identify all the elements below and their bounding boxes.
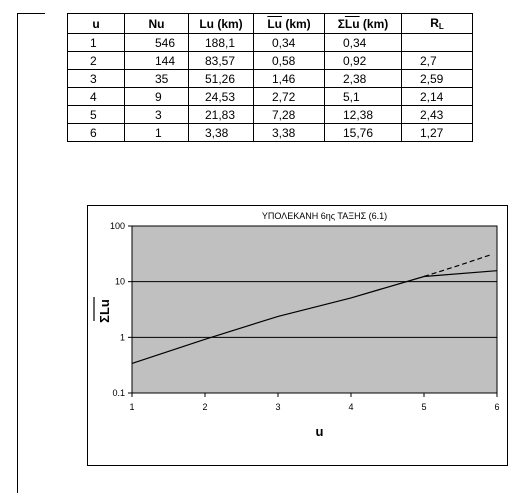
- chart-frame: 0.1 1 10 100 1 2 3 4 5 6 ΥΠΟΛΕΚΑΝΗ 6ης ΤΑΞΗΣ (6.1)…: [87, 205, 508, 466]
- header-sum-lu: ΣLu (km): [324, 13, 402, 34]
- table-cell: 15,76: [324, 123, 402, 142]
- table-cell: 2,7: [401, 51, 473, 70]
- table-cell: 24,53: [188, 87, 254, 106]
- x-tick-label: 6: [494, 402, 499, 412]
- table-cell: 4: [67, 87, 125, 106]
- sum-lu-symbol: Lu: [344, 16, 360, 31]
- table-cell: 0,34: [324, 33, 402, 52]
- table-cell: 144: [124, 51, 189, 70]
- table-cell: 2,43: [401, 105, 473, 124]
- header-lu: Lu (km): [188, 13, 254, 34]
- table-row: 4 9 24,53 2,72 5,1 2,14: [67, 87, 473, 106]
- table-cell: 546: [124, 33, 189, 52]
- plot-area: [131, 225, 498, 394]
- table-cell: 188,1: [188, 33, 254, 52]
- table-header-row: u Nu Lu (km) Lu (km) ΣLu (km) RL: [67, 13, 473, 34]
- x-tick-label: 5: [421, 402, 426, 412]
- header-nu: Nu: [124, 13, 189, 34]
- table-row: 2 144 83,57 0,58 0,92 2,7: [67, 51, 473, 70]
- series-line: [131, 270, 498, 364]
- table-cell: 5,1: [324, 87, 402, 106]
- header-rl: RL: [401, 13, 473, 34]
- table-cell: 2,38: [324, 69, 402, 88]
- table-cell: 1: [67, 33, 125, 52]
- table-cell: 21,83: [188, 105, 254, 124]
- x-axis-label: u: [316, 424, 324, 439]
- y-axis-label: ΣLu: [97, 299, 112, 323]
- table-cell: 6: [67, 123, 125, 142]
- table-cell: 3,38: [253, 123, 325, 142]
- header-mean-lu: Lu (km): [253, 13, 325, 34]
- table-cell: 12,38: [324, 105, 402, 124]
- table-cell: 1,46: [253, 69, 325, 88]
- y-tick-label: 1: [120, 332, 125, 342]
- table-cell: 1,27: [401, 123, 473, 142]
- table-cell: 2,14: [401, 87, 473, 106]
- table-row: 1 546 188,1 0,34 0,34: [67, 33, 473, 52]
- x-tick-label: 1: [129, 402, 134, 412]
- data-table: u Nu Lu (km) Lu (km) ΣLu (km) RL 1 546 1…: [67, 13, 473, 142]
- table-cell: 2,72: [253, 87, 325, 106]
- table-cell: 3: [124, 105, 189, 124]
- table-cell: 2: [67, 51, 125, 70]
- chart-title: ΥΠΟΛΕΚΑΝΗ 6ης ΤΑΞΗΣ (6.1): [262, 211, 387, 221]
- table-cell: 0,58: [253, 51, 325, 70]
- table-cell: [401, 33, 473, 52]
- table-row: 3 35 51,26 1,46 2,38 2,59: [67, 69, 473, 88]
- table-row: 5 3 21,83 7,28 12,38 2,43: [67, 105, 473, 124]
- table-cell: 83,57: [188, 51, 254, 70]
- table-cell: 7,28: [253, 105, 325, 124]
- y-tick-label: 100: [110, 221, 125, 231]
- chart: 0.1 1 10 100 1 2 3 4 5 6 ΥΠΟΛΕΚΑΝΗ 6ης ΤΑΞΗΣ (6.1)…: [93, 211, 500, 439]
- rl-subscript: L: [438, 22, 444, 31]
- mean-lu-symbol: Lu: [267, 16, 282, 31]
- left-border: [17, 13, 18, 493]
- x-tick-label: 2: [202, 402, 207, 412]
- table-row: 6 1 3,38 3,38 15,76 1,27: [67, 123, 473, 142]
- table-cell: 35: [124, 69, 189, 88]
- series-line-dashed: [423, 254, 490, 278]
- table-cell: 0,92: [324, 51, 402, 70]
- table-cell: 51,26: [188, 69, 254, 88]
- x-tick-label: 3: [275, 402, 280, 412]
- y-tick-label: 10: [115, 277, 125, 287]
- table-cell: 1: [124, 123, 189, 142]
- table-cell: 3,38: [188, 123, 254, 142]
- table-cell: 5: [67, 105, 125, 124]
- y-tick-label: 0.1: [112, 388, 125, 398]
- table-cell: 3: [67, 69, 125, 88]
- table-cell: 2,59: [401, 69, 473, 88]
- top-border: [17, 13, 45, 14]
- header-u: u: [67, 13, 125, 34]
- table-cell: 0,34: [253, 33, 325, 52]
- table-cell: 9: [124, 87, 189, 106]
- x-tick-label: 4: [348, 402, 353, 412]
